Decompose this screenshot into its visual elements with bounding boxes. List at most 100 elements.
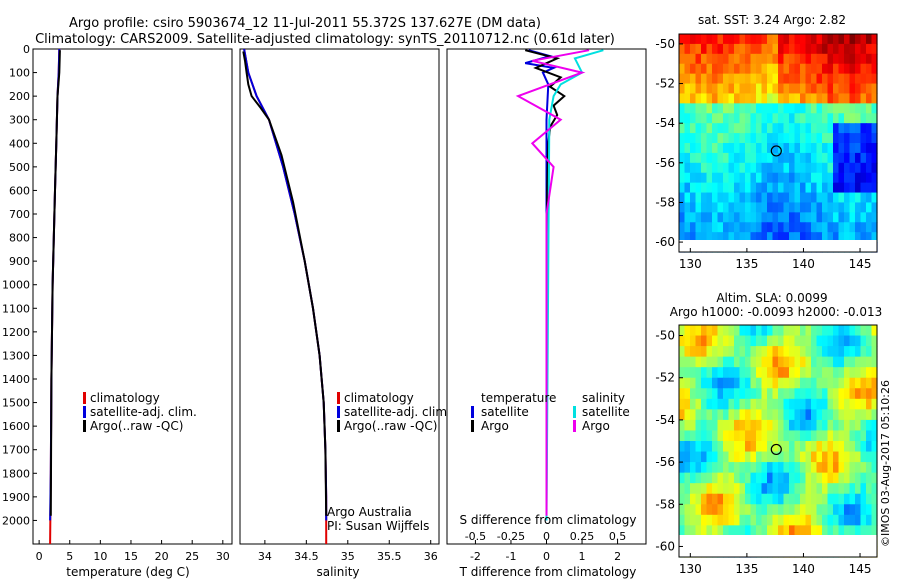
heatmap-cell — [761, 222, 768, 233]
heatmap-cell — [805, 409, 812, 421]
heatmap-cell — [706, 483, 713, 495]
heatmap-cell — [805, 63, 812, 75]
heatmap-cell — [684, 43, 691, 55]
heatmap-cell — [794, 335, 801, 347]
heatmap-cell — [690, 34, 697, 45]
heatmap-cell — [838, 143, 845, 154]
heatmap-cell — [679, 123, 686, 134]
heatmap-cell — [805, 143, 812, 154]
heatmap-cell — [772, 483, 779, 495]
heatmap-cell — [827, 398, 834, 410]
heatmap-cell — [734, 93, 741, 104]
heatmap-cell — [860, 93, 867, 104]
heatmap-cell — [789, 73, 796, 85]
heatmap-cell — [789, 143, 796, 154]
legend-swatch-s-satellite — [573, 406, 576, 418]
heatmap-cell — [811, 232, 818, 243]
heatmap-cell — [728, 356, 735, 368]
heatmap-cell — [739, 356, 746, 368]
depth-tick-label: 900 — [9, 255, 30, 268]
x-top-tick-label: -0.5 — [465, 530, 486, 543]
heatmap-cell — [838, 192, 845, 204]
heatmap-cell — [712, 93, 719, 104]
heatmap-cell — [750, 388, 757, 400]
heatmap-cell — [860, 53, 867, 65]
heatmap-cell — [833, 493, 840, 505]
heatmap-cell — [706, 34, 713, 45]
heatmap-cell — [778, 504, 785, 516]
heatmap-cell — [701, 103, 708, 114]
heatmap-cell — [860, 388, 867, 400]
heatmap-cell — [789, 103, 796, 114]
depth-tick-label: 500 — [9, 161, 30, 174]
heatmap-cell — [822, 504, 829, 516]
heatmap-cell — [838, 83, 845, 95]
heatmap-cell — [728, 409, 735, 421]
heatmap-cell — [745, 493, 752, 505]
heatmap-cell — [679, 346, 686, 358]
heatmap-cell — [723, 83, 730, 95]
salinity-legend: climatology satellite-adj. clim. Argo(..… — [337, 391, 451, 433]
heatmap-cell — [811, 192, 818, 204]
heatmap-cell — [811, 430, 818, 442]
heatmap-cell — [822, 430, 829, 442]
heatmap-cell — [767, 172, 774, 184]
legend-label-satellite: satellite-adj. clim. — [90, 405, 197, 419]
heatmap-cell — [761, 212, 768, 223]
heatmap-cell — [717, 172, 724, 184]
heatmap-cell — [679, 103, 686, 114]
heatmap-cell — [739, 367, 746, 379]
heatmap-cell — [783, 367, 790, 379]
heatmap-cell — [701, 143, 708, 154]
heatmap-cell — [734, 143, 741, 154]
heatmap-cell — [855, 34, 862, 45]
annotation-pi: PI: Susan Wijffels — [327, 519, 429, 533]
heatmap-cell — [679, 152, 686, 164]
heatmap-cell — [723, 325, 730, 337]
heatmap-cell — [706, 123, 713, 134]
heatmap-cell — [739, 172, 746, 184]
heatmap-cell — [739, 212, 746, 223]
heatmap-cell — [855, 325, 862, 337]
heatmap-cell — [800, 152, 807, 164]
lon-tick-label: 145 — [849, 257, 872, 271]
heatmap-cell — [811, 43, 818, 55]
heatmap-cell — [723, 192, 730, 204]
heatmap-cell — [706, 182, 713, 194]
heatmap-cell — [822, 493, 829, 505]
heatmap-cell — [811, 172, 818, 184]
heatmap-cell — [772, 133, 779, 144]
heatmap-cell — [849, 43, 856, 55]
heatmap-cell — [838, 212, 845, 223]
x-tick-label: 30 — [216, 550, 230, 563]
heatmap-cell — [838, 123, 845, 134]
heatmap-cell — [728, 222, 735, 233]
temperature-xlabel: temperature (deg C) — [66, 565, 189, 579]
heatmap-cell — [860, 430, 867, 442]
x-tick-label: -2 — [470, 550, 481, 563]
heatmap-cell — [811, 63, 818, 75]
heatmap-cell — [827, 143, 834, 154]
heatmap-cell — [734, 504, 741, 516]
heatmap-cell — [866, 192, 873, 204]
heatmap-cell — [772, 222, 779, 233]
legend-swatch-t-satellite — [471, 406, 474, 418]
heatmap-cell — [701, 325, 708, 337]
heatmap-cell — [734, 63, 741, 75]
heatmap-cell — [756, 182, 763, 194]
heatmap-cell — [712, 462, 719, 474]
heatmap-cell — [833, 143, 840, 154]
heatmap-cell — [761, 472, 768, 484]
heatmap-cell — [712, 152, 719, 164]
heatmap-cell — [860, 367, 867, 379]
heatmap-cell — [684, 493, 691, 505]
heatmap-cell — [690, 192, 697, 204]
heatmap-cell — [761, 483, 768, 495]
heatmap-cell — [684, 525, 691, 537]
heatmap-cell — [706, 525, 713, 537]
legend-swatch-argo — [83, 420, 86, 432]
heatmap-cell — [756, 202, 763, 213]
heatmap-cell — [844, 123, 851, 134]
heatmap-cell — [745, 222, 752, 233]
salinity-series — [242, 49, 328, 544]
